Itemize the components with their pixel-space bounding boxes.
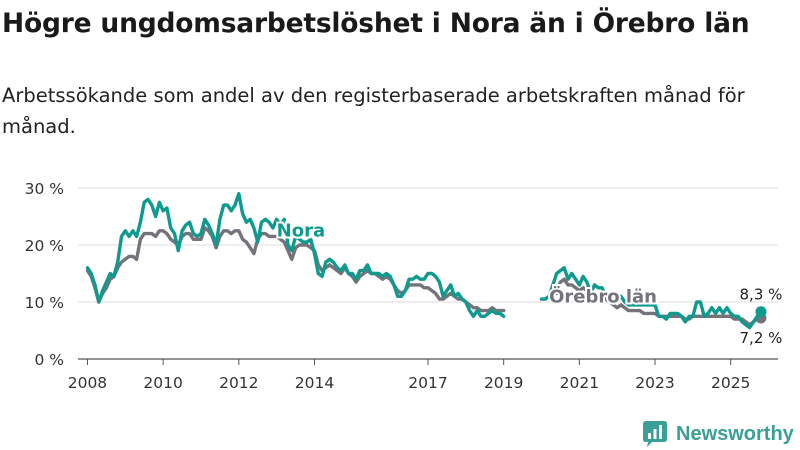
x-tick-label: 2014 bbox=[295, 374, 334, 392]
series-line-orebro bbox=[85, 226, 506, 313]
x-tick-label: 2021 bbox=[560, 374, 599, 392]
y-tick-label: 0 % bbox=[34, 351, 64, 369]
x-tick-label: 2010 bbox=[143, 374, 182, 392]
bar-chart-logo-icon bbox=[643, 421, 667, 447]
brand-name: Newsworthy bbox=[676, 422, 794, 445]
end-value-label-nora: 8,3 % bbox=[740, 286, 783, 304]
chart-title: Högre ungdomsarbetslöshet i Nora än i Ör… bbox=[2, 8, 750, 39]
y-tick-label: 20 % bbox=[25, 237, 64, 255]
x-tick-label: 2012 bbox=[219, 374, 258, 392]
x-tick-label: 2019 bbox=[484, 374, 523, 392]
x-tick-label: 2017 bbox=[408, 374, 447, 392]
x-tick-label: 2008 bbox=[68, 374, 107, 392]
y-tick-label: 30 % bbox=[25, 180, 64, 198]
series-label-orebro: Örebro län bbox=[549, 286, 657, 308]
x-tick-label: 2025 bbox=[711, 374, 750, 392]
chart-subtitle: Arbetssökande som andel av den registerb… bbox=[2, 84, 745, 138]
end-point-nora bbox=[755, 306, 767, 318]
series-label-nora: Nora bbox=[277, 220, 325, 241]
x-tick-label: 2023 bbox=[635, 374, 674, 392]
end-value-label-orebro: 7,2 % bbox=[740, 329, 783, 347]
y-tick-label: 10 % bbox=[25, 294, 64, 312]
newsworthy-logo: Newsworthy bbox=[643, 419, 794, 449]
series-line-nora bbox=[85, 192, 506, 318]
series-line-nora bbox=[539, 266, 763, 330]
